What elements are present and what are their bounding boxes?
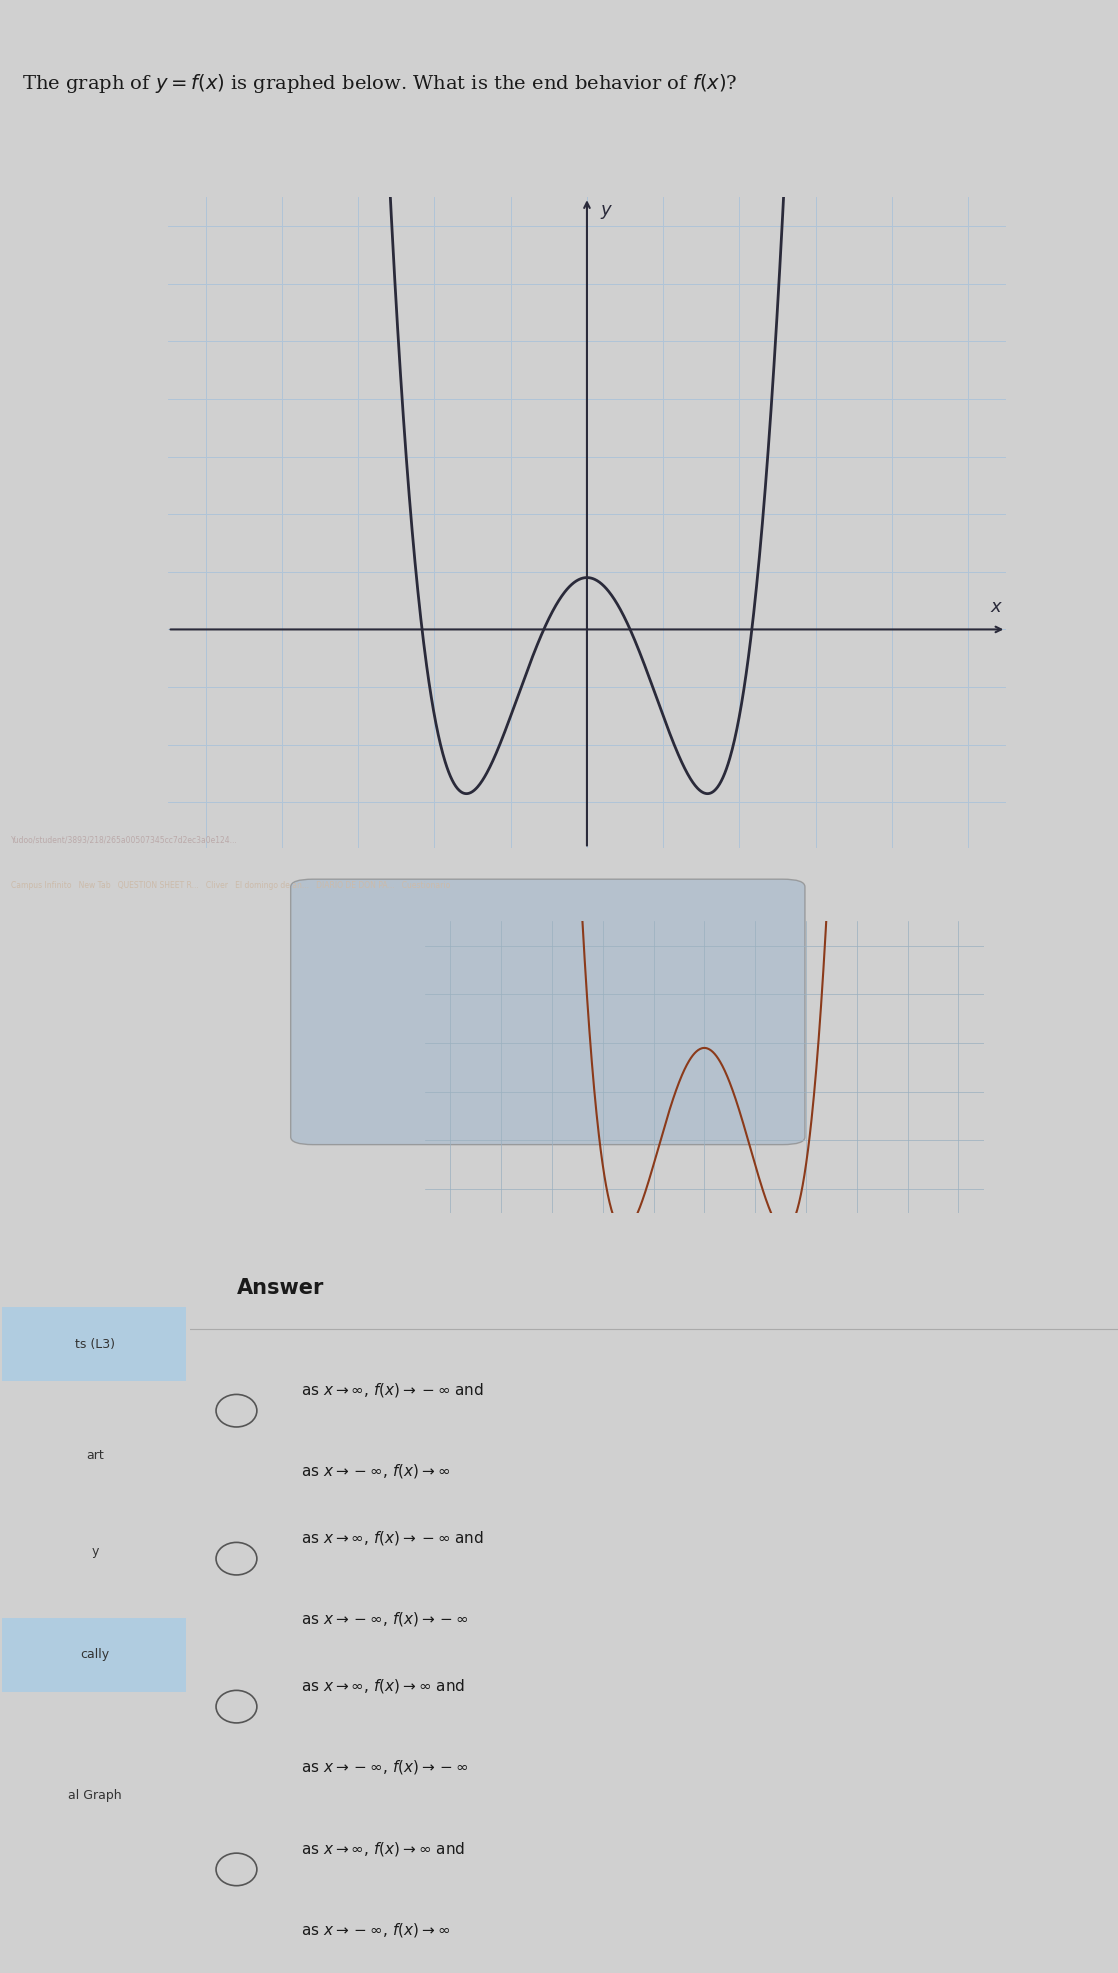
FancyBboxPatch shape bbox=[2, 1618, 187, 1693]
Text: The graph of $y = f(x)$ is graphed below. What is the end behavior of $f(x)$?: The graph of $y = f(x)$ is graphed below… bbox=[22, 71, 738, 95]
Text: as $x \to \infty$, $f(x) \to -\infty$ and: as $x \to \infty$, $f(x) \to -\infty$ an… bbox=[302, 1381, 484, 1399]
Text: x: x bbox=[991, 598, 1002, 616]
Text: as $x \to -\infty$, $f(x) \to -\infty$: as $x \to -\infty$, $f(x) \to -\infty$ bbox=[302, 1758, 470, 1776]
Text: as $x \to \infty$, $f(x) \to -\infty$ and: as $x \to \infty$, $f(x) \to -\infty$ an… bbox=[302, 1529, 484, 1547]
Text: y: y bbox=[92, 1545, 98, 1559]
Text: Campus Infinito   New Tab   QUESTION SHEET R...   Cliver   El domingo de an...  : Campus Infinito New Tab QUESTION SHEET R… bbox=[11, 882, 451, 890]
Text: as $x \to -\infty$, $f(x) \to \infty$: as $x \to -\infty$, $f(x) \to \infty$ bbox=[302, 1462, 451, 1480]
Text: as $x \to \infty$, $f(x) \to \infty$ and: as $x \to \infty$, $f(x) \to \infty$ and bbox=[302, 1677, 465, 1695]
Text: al Graph: al Graph bbox=[68, 1790, 122, 1801]
Text: Answer: Answer bbox=[237, 1279, 324, 1298]
Text: ts (L3): ts (L3) bbox=[75, 1338, 115, 1352]
Text: as $x \to -\infty$, $f(x) \to -\infty$: as $x \to -\infty$, $f(x) \to -\infty$ bbox=[302, 1610, 470, 1628]
Text: as $x \to -\infty$, $f(x) \to \infty$: as $x \to -\infty$, $f(x) \to \infty$ bbox=[302, 1922, 451, 1939]
FancyBboxPatch shape bbox=[291, 880, 805, 1144]
Text: Yudoo/student/3893/218/265a00507345cc7d2ec3a0e124...: Yudoo/student/3893/218/265a00507345cc7d2… bbox=[11, 837, 238, 844]
Text: cally: cally bbox=[80, 1647, 110, 1661]
Text: y: y bbox=[600, 201, 612, 219]
Text: art: art bbox=[86, 1448, 104, 1462]
FancyBboxPatch shape bbox=[2, 1308, 187, 1381]
Text: as $x \to \infty$, $f(x) \to \infty$ and: as $x \to \infty$, $f(x) \to \infty$ and bbox=[302, 1839, 465, 1859]
